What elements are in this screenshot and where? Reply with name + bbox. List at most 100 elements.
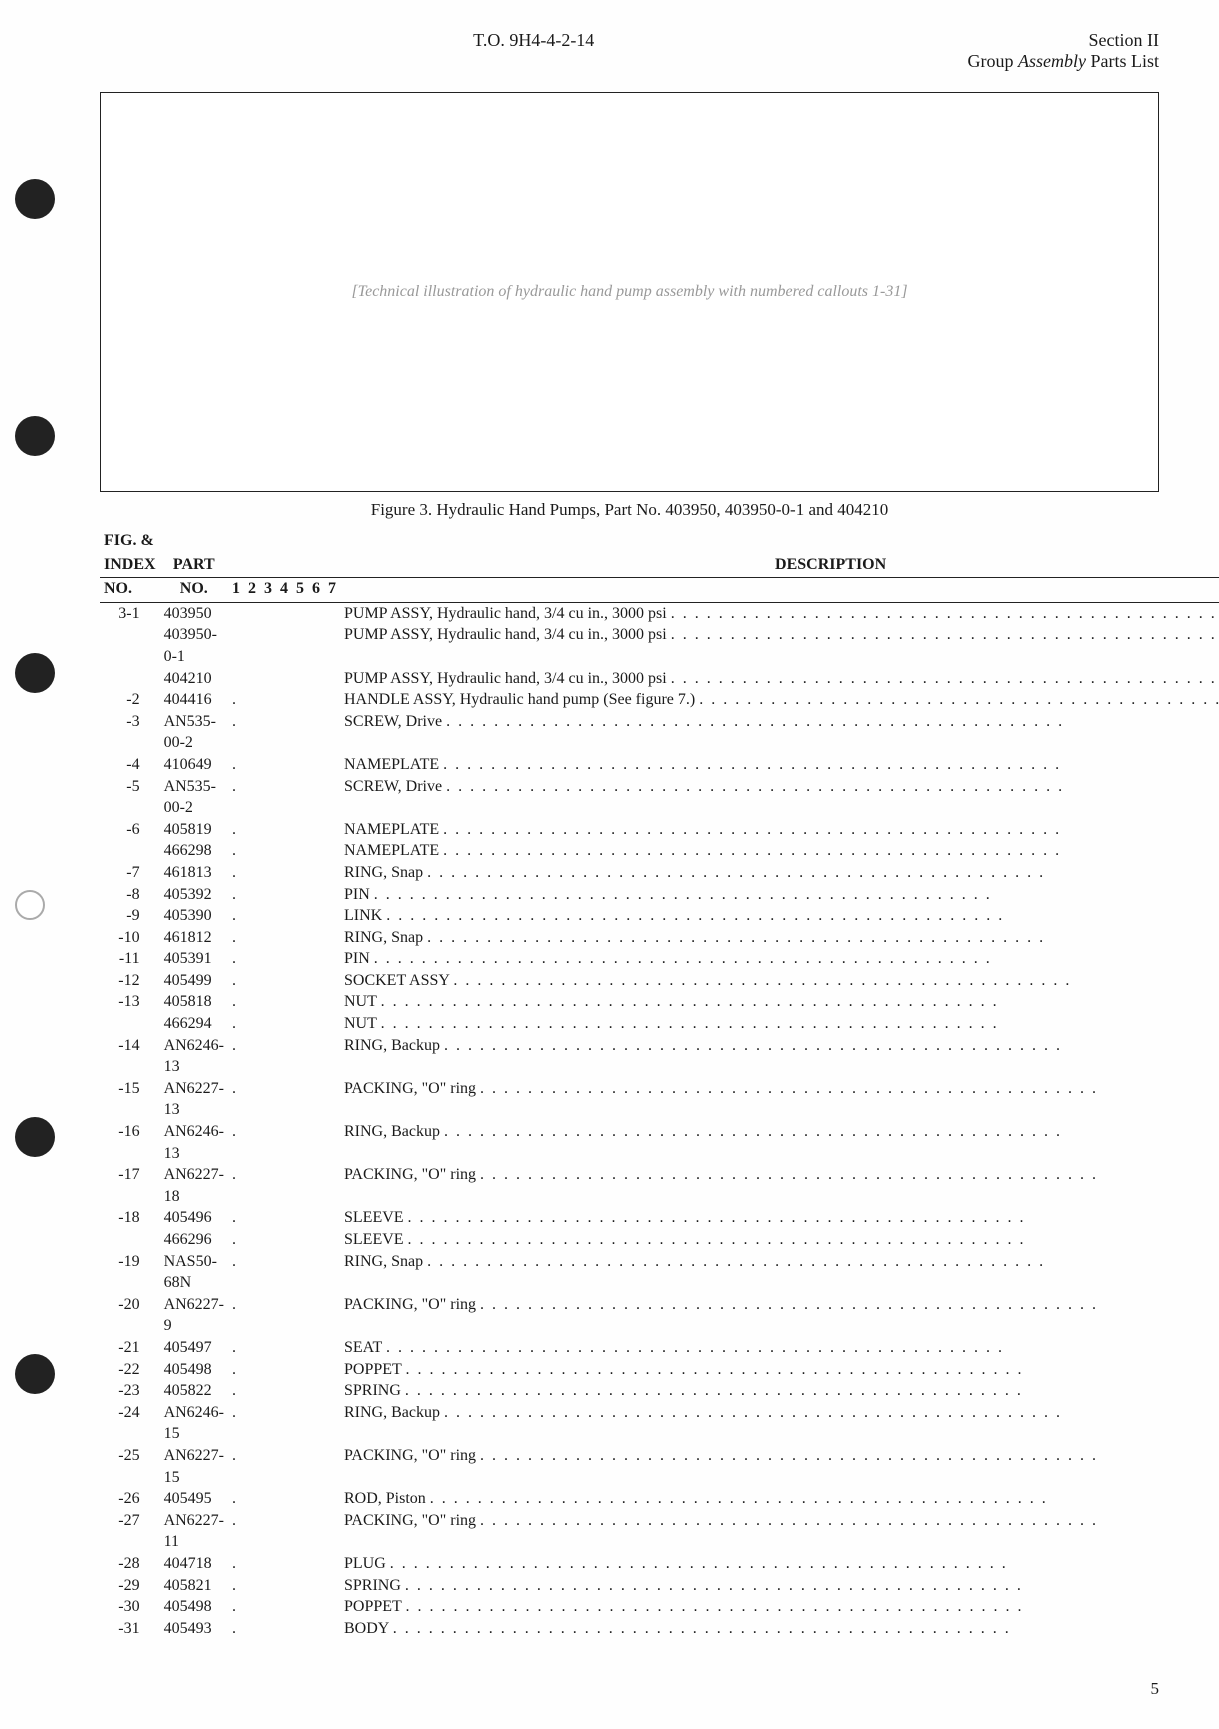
description-cell: POPPET <box>340 1359 1219 1381</box>
description-cell: PACKING, "O" ring <box>340 1510 1219 1553</box>
table-row: -9405390. LINK 2 <box>100 905 1219 927</box>
part-cell: AN535-00-2 <box>160 776 228 819</box>
figure-illustration: [Technical illustration of hydraulic han… <box>100 92 1159 492</box>
parts-table: FIG. & UNITS USABLE INDEX PART DESCRIPTI… <box>100 530 1219 1639</box>
part-cell: 405821 <box>160 1575 228 1597</box>
part-cell: 405497 <box>160 1337 228 1359</box>
index-cell: -12 <box>100 970 160 992</box>
part-cell: AN6227-11 <box>160 1510 228 1553</box>
table-row: 466298. NAMEPLATE 1B,C <box>100 840 1219 862</box>
part-cell: 405498 <box>160 1596 228 1618</box>
index-cell: -8 <box>100 884 160 906</box>
table-row: -16AN6246-13. RING, Backup 1B,C <box>100 1121 1219 1164</box>
part-cell: 466294 <box>160 1013 228 1035</box>
part-cell: 403950-0-1 <box>160 624 228 667</box>
index-cell: -23 <box>100 1380 160 1402</box>
index-cell: -24 <box>100 1402 160 1445</box>
table-row: -28404718. PLUG 1 <box>100 1553 1219 1575</box>
description-cell: PACKING, "O" ring <box>340 1294 1219 1337</box>
subtitle: Group Assembly Parts List <box>968 51 1160 71</box>
part-cell: 403950 <box>160 602 228 624</box>
index-cell: 3-1 <box>100 602 160 624</box>
table-row: -18405496. SLEEVE 1A <box>100 1207 1219 1229</box>
table-row: -24AN6246-15. RING, Backup 2 <box>100 1402 1219 1445</box>
index-cell: -29 <box>100 1575 160 1597</box>
table-row: -21405497. SEAT 1 <box>100 1337 1219 1359</box>
description-cell: POPPET <box>340 1596 1219 1618</box>
part-cell: AN6246-13 <box>160 1035 228 1078</box>
table-row: 403950-0-1 PUMP ASSY, Hydraulic hand, 3/4… <box>100 624 1219 667</box>
description-cell: PACKING, "O" ring <box>340 1164 1219 1207</box>
part-cell: 404210 <box>160 668 228 690</box>
description-cell: RING, Snap <box>340 1251 1219 1294</box>
description-cell: NUT <box>340 1013 1219 1035</box>
description-cell: PIN <box>340 948 1219 970</box>
index-cell: -6 <box>100 819 160 841</box>
description-cell: RING, Snap <box>340 927 1219 949</box>
index-cell <box>100 668 160 690</box>
index-cell <box>100 1229 160 1251</box>
index-cell: -28 <box>100 1553 160 1575</box>
part-cell: AN6246-13 <box>160 1121 228 1164</box>
part-cell: 405499 <box>160 970 228 992</box>
description-cell: BODY <box>340 1618 1219 1640</box>
index-cell <box>100 1013 160 1035</box>
index-cell: -11 <box>100 948 160 970</box>
description-cell: SOCKET ASSY <box>340 970 1219 992</box>
index-cell: -13 <box>100 991 160 1013</box>
table-row: 466296. SLEEVE 1B,C <box>100 1229 1219 1251</box>
table-row: -4410649. NAMEPLATE 1C <box>100 754 1219 776</box>
part-cell: AN6227-18 <box>160 1164 228 1207</box>
table-row: -5AN535-00-2. SCREW, Drive 2 <box>100 776 1219 819</box>
part-cell: 405391 <box>160 948 228 970</box>
part-cell: 466298 <box>160 840 228 862</box>
table-row: 404210 PUMP ASSY, Hydraulic hand, 3/4 cu … <box>100 668 1219 690</box>
figure-caption: Figure 3. Hydraulic Hand Pumps, Part No.… <box>100 500 1159 520</box>
table-row: -10461812. RING, Snap 2 <box>100 927 1219 949</box>
index-cell: -22 <box>100 1359 160 1381</box>
description-cell: NUT <box>340 991 1219 1013</box>
index-cell: -16 <box>100 1121 160 1164</box>
table-row: -26405495. ROD, Piston 1 <box>100 1488 1219 1510</box>
part-cell: 404416 <box>160 689 228 711</box>
index-cell: -5 <box>100 776 160 819</box>
index-cell: -30 <box>100 1596 160 1618</box>
part-cell: 405498 <box>160 1359 228 1381</box>
index-cell: -20 <box>100 1294 160 1337</box>
document-number: T.O. 9H4-4-2-14 <box>100 30 968 72</box>
punch-hole <box>15 890 45 920</box>
index-cell: -19 <box>100 1251 160 1294</box>
part-cell: 466296 <box>160 1229 228 1251</box>
index-cell: -27 <box>100 1510 160 1553</box>
table-row: 3-1403950PUMP ASSY, Hydraulic hand, 3/4 … <box>100 602 1219 624</box>
table-row: -6405819. NAMEPLATE 1A <box>100 819 1219 841</box>
index-cell: -3 <box>100 711 160 754</box>
description-cell: RING, Backup <box>340 1121 1219 1164</box>
description-cell: PIN <box>340 884 1219 906</box>
table-row: -19NAS50-68N. RING, Snap 1 <box>100 1251 1219 1294</box>
description-cell: HANDLE ASSY, Hydraulic hand pump (See fi… <box>340 689 1219 711</box>
description-cell: PUMP ASSY, Hydraulic hand, 3/4 cu in., 3… <box>340 668 1219 690</box>
punch-hole <box>15 653 55 693</box>
table-row: -23405822. SPRING 1 <box>100 1380 1219 1402</box>
part-cell: AN6227-9 <box>160 1294 228 1337</box>
table-row: -17AN6227-18. PACKING, "O" ring 1 <box>100 1164 1219 1207</box>
table-row: -13405818. NUT 1A <box>100 991 1219 1013</box>
table-row: -2404416. HANDLE ASSY, Hydraulic hand pu… <box>100 689 1219 711</box>
punch-hole <box>15 179 55 219</box>
punch-holes <box>15 0 65 1572</box>
part-cell: 410649 <box>160 754 228 776</box>
page-number: 5 <box>100 1679 1159 1699</box>
index-cell: -14 <box>100 1035 160 1078</box>
description-cell: RING, Snap <box>340 862 1219 884</box>
table-row: -12405499. SOCKET ASSY 1 <box>100 970 1219 992</box>
part-cell: 405390 <box>160 905 228 927</box>
table-row: -27AN6227-11. PACKING, "O" ring 1 <box>100 1510 1219 1553</box>
part-cell: 405392 <box>160 884 228 906</box>
section-label: Section II <box>968 30 1160 51</box>
index-cell: -26 <box>100 1488 160 1510</box>
part-cell: 405818 <box>160 991 228 1013</box>
description-cell: SPRING <box>340 1575 1219 1597</box>
table-row: -14AN6246-13. RING, Backup 1 <box>100 1035 1219 1078</box>
description-cell: PUMP ASSY, Hydraulic hand, 3/4 cu in., 3… <box>340 624 1219 667</box>
